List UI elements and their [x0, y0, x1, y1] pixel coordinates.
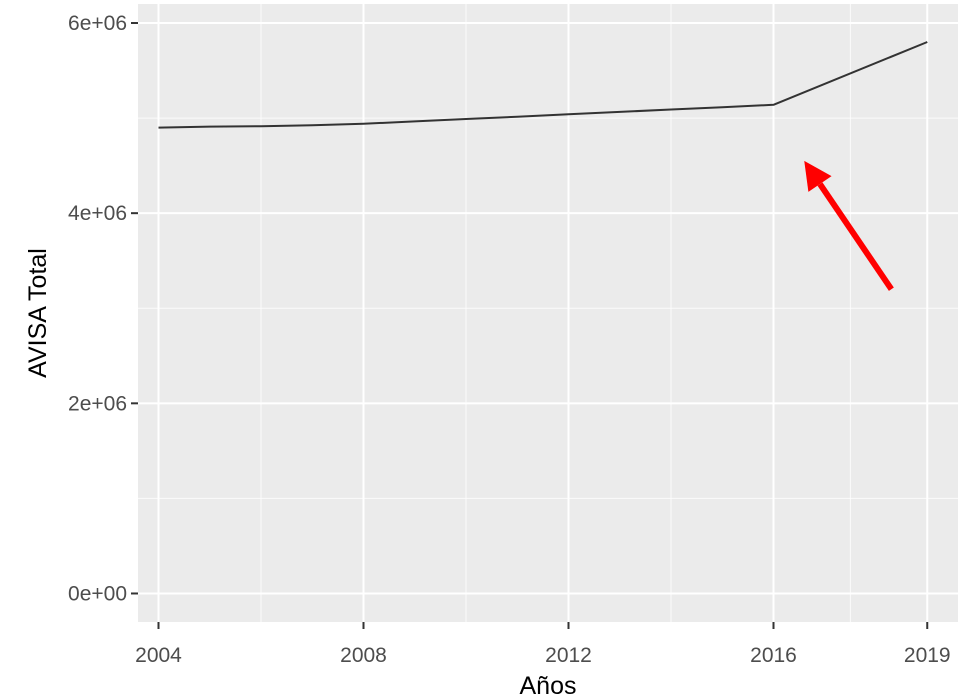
y-tick-label: 4e+06 [68, 202, 127, 225]
y-tick-labels: 0e+00 2e+06 4e+06 6e+06 [68, 12, 127, 605]
x-tick-label: 2008 [340, 644, 387, 667]
arrow-head [804, 160, 832, 192]
x-tick-label: 2019 [904, 644, 951, 667]
axis-ticks [131, 22, 929, 629]
y-tick-label: 2e+06 [68, 392, 127, 415]
panel-background [138, 4, 958, 622]
x-tick-label: 2012 [545, 644, 592, 667]
data-series [158, 41, 928, 129]
arrow-shaft [817, 182, 894, 291]
y-tick-label: 6e+06 [68, 12, 127, 35]
x-axis-title: Años [520, 672, 577, 698]
y-axis-title: AVISA Total [24, 248, 52, 378]
x-tick-labels: 2004 2008 2012 2016 2019 [135, 644, 950, 667]
x-tick-label: 2016 [750, 644, 797, 667]
series-line [158, 41, 928, 129]
grid-major [138, 4, 958, 622]
y-tick-label: 0e+00 [68, 582, 127, 605]
x-tick-label: 2004 [135, 644, 182, 667]
grid-minor [138, 4, 958, 622]
annotation [804, 160, 894, 291]
